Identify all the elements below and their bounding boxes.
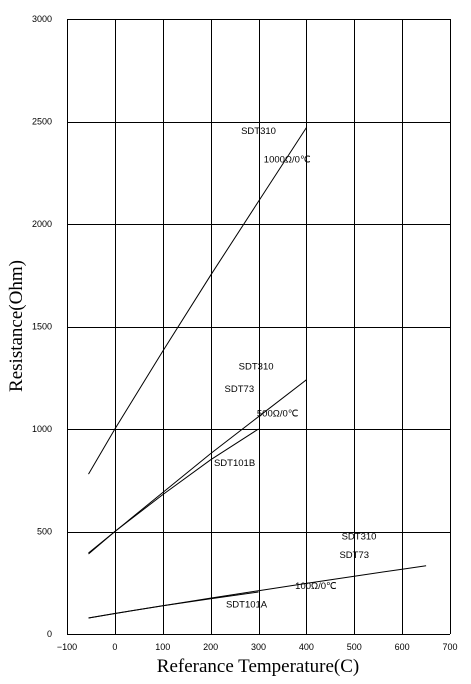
annotation-label: SDT310	[342, 532, 377, 543]
x-tick-label: −100	[57, 642, 77, 652]
x-tick-label: 500	[347, 642, 362, 652]
grid	[67, 19, 451, 635]
y-tick-label: 0	[47, 629, 52, 639]
y-tick-label: 1000	[32, 424, 52, 434]
annotation-label: SDT101A	[226, 599, 268, 610]
x-tick-label: 100	[155, 642, 170, 652]
series-layer	[88, 127, 427, 619]
x-tick-label: 200	[203, 642, 218, 652]
annotation-label: SDT73	[225, 384, 255, 395]
annotation-label: SDT310	[241, 126, 276, 137]
series-line-3	[88, 428, 259, 554]
annotation-label: SDT310	[239, 362, 274, 373]
annotation-label: 500Ω/0℃	[257, 409, 299, 420]
annotation-label: SDT73	[339, 550, 369, 561]
series-line-1	[88, 127, 307, 475]
series-line-2	[88, 379, 307, 555]
y-tick-label: 2500	[32, 117, 52, 127]
x-axis-label: Referance Temperature(C)	[157, 656, 359, 677]
x-tick-label: 700	[442, 642, 457, 652]
series-line-5	[88, 591, 259, 619]
x-tick-label: 0	[112, 642, 117, 652]
x-tick-label: 600	[395, 642, 410, 652]
tick-labels: −100 0 100 200 300 400 500 600 700 0 500 1000 1500 20…	[32, 14, 458, 652]
x-tick-label: 400	[299, 642, 314, 652]
y-tick-label: 2000	[32, 219, 52, 229]
y-tick-label: 1500	[32, 322, 52, 332]
y-tick-label: 500	[37, 527, 52, 537]
y-tick-label: 3000	[32, 14, 52, 24]
annotation-label: 1000Ω/0℃	[264, 155, 311, 166]
y-axis-label: Resistance(Ohm)	[6, 260, 27, 392]
annotation-label: 100Ω/0℃	[295, 581, 337, 592]
annotation-label: SDT101B	[214, 458, 255, 469]
x-tick-label: 300	[251, 642, 266, 652]
annotations: SDT310 1000Ω/0℃ SDT310 SDT73 500Ω/0℃ SDT101B S…	[214, 126, 376, 611]
